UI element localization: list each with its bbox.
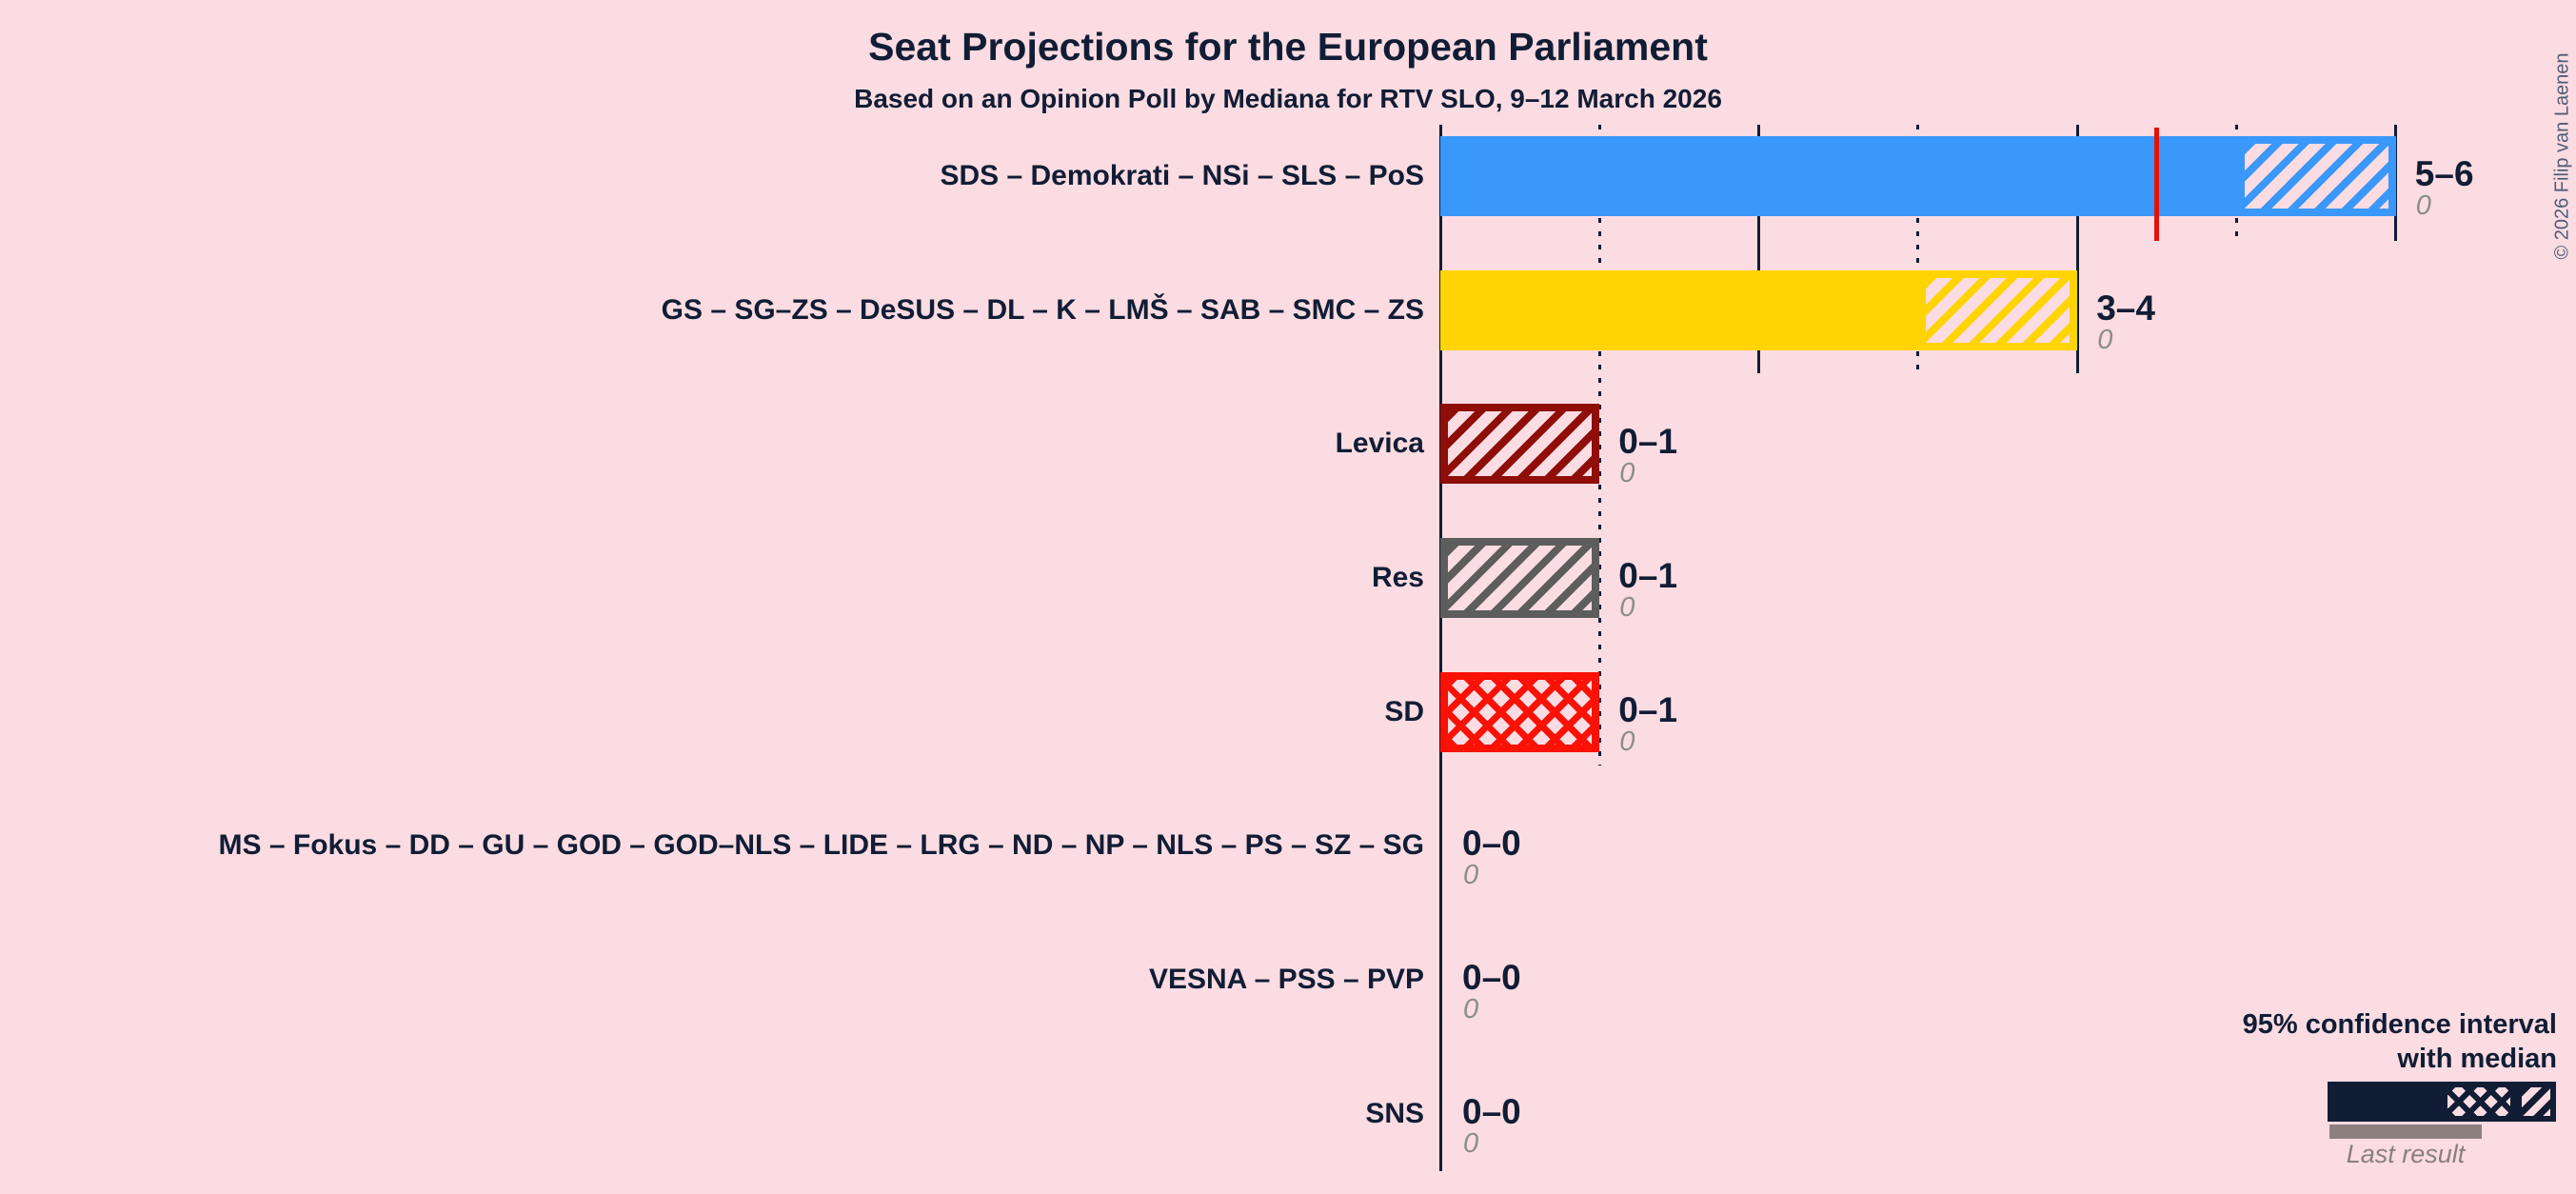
last-result-label: 0	[1463, 994, 1479, 1025]
bar-solid-segment	[1440, 270, 1918, 350]
chart-subtitle: Based on an Opinion Poll by Mediana for …	[854, 84, 1722, 113]
gridline-solid	[1757, 125, 1761, 373]
last-result-label: 0	[1463, 860, 1479, 890]
row-label-gs-coalition: GS – SG–ZS – DeSUS – DL – K – LMŠ – SAB …	[661, 294, 1424, 326]
gridline-dotted	[1597, 125, 1601, 766]
row-label-vesna-coalition: VESNA – PSS – PVP	[1148, 964, 1424, 995]
ci-value-label: 0–0	[1462, 958, 1521, 997]
chart-title: Seat Projections for the European Parlia…	[868, 25, 1708, 69]
bar-ci-hatched-segment	[1440, 404, 1600, 484]
legend-last-result-label: Last result	[2346, 1140, 2466, 1168]
legend-crosshatch-swatch	[2442, 1082, 2516, 1122]
bar-ci-hatched-segment	[2236, 136, 2396, 216]
ci-value-label: 0–0	[1462, 1092, 1521, 1131]
ci-value-label: 3–4	[2096, 289, 2155, 328]
bar-ci-hatched-segment	[1440, 538, 1600, 618]
last-result-label: 0	[1619, 726, 1635, 757]
ci-value-label: 0–0	[1462, 824, 1521, 863]
legend-solid-swatch	[2328, 1082, 2442, 1122]
row-label-sns: SNS	[1365, 1098, 1424, 1129]
x-axis-line	[1438, 125, 1442, 1171]
row-label-res: Res	[1371, 562, 1424, 593]
legend-title-line2: with median	[2397, 1044, 2557, 1074]
median-marker-line	[2154, 128, 2160, 241]
last-result-label: 0	[1619, 592, 1635, 623]
legend-sample-bar	[2328, 1082, 2556, 1122]
last-result-label: 0	[2415, 190, 2431, 221]
gridline-dotted	[1916, 125, 1920, 373]
ci-value-label: 0–1	[1618, 556, 1678, 595]
row-label-levica: Levica	[1335, 428, 1424, 459]
last-result-label: 0	[2097, 325, 2113, 355]
row-label-sd: SD	[1384, 696, 1424, 727]
legend-last-result-bar	[2329, 1124, 2482, 1139]
bar-ci-hatched-segment	[1917, 270, 2078, 350]
legend-title-line1: 95% confidence interval	[2242, 1009, 2557, 1040]
ci-value-label: 5–6	[2414, 154, 2474, 193]
copyright-note: © 2026 Filip van Laenen	[2551, 52, 2573, 260]
legend-diagonal-swatch	[2516, 1082, 2556, 1122]
bar-solid-segment	[1440, 136, 2237, 216]
gridline-solid	[2075, 125, 2079, 373]
row-label-sds-coalition: SDS – Demokrati – NSi – SLS – PoS	[940, 160, 1424, 191]
gridline-solid	[2394, 125, 2398, 241]
row-label-ms-coalition: MS – Fokus – DD – GU – GOD – GOD–NLS – L…	[218, 829, 1424, 861]
ci-value-label: 0–1	[1618, 690, 1678, 729]
ci-value-label: 0–1	[1618, 422, 1678, 461]
last-result-label: 0	[1463, 1128, 1479, 1159]
last-result-label: 0	[1619, 458, 1635, 488]
bar-ci-hatched-segment	[1440, 672, 1600, 752]
